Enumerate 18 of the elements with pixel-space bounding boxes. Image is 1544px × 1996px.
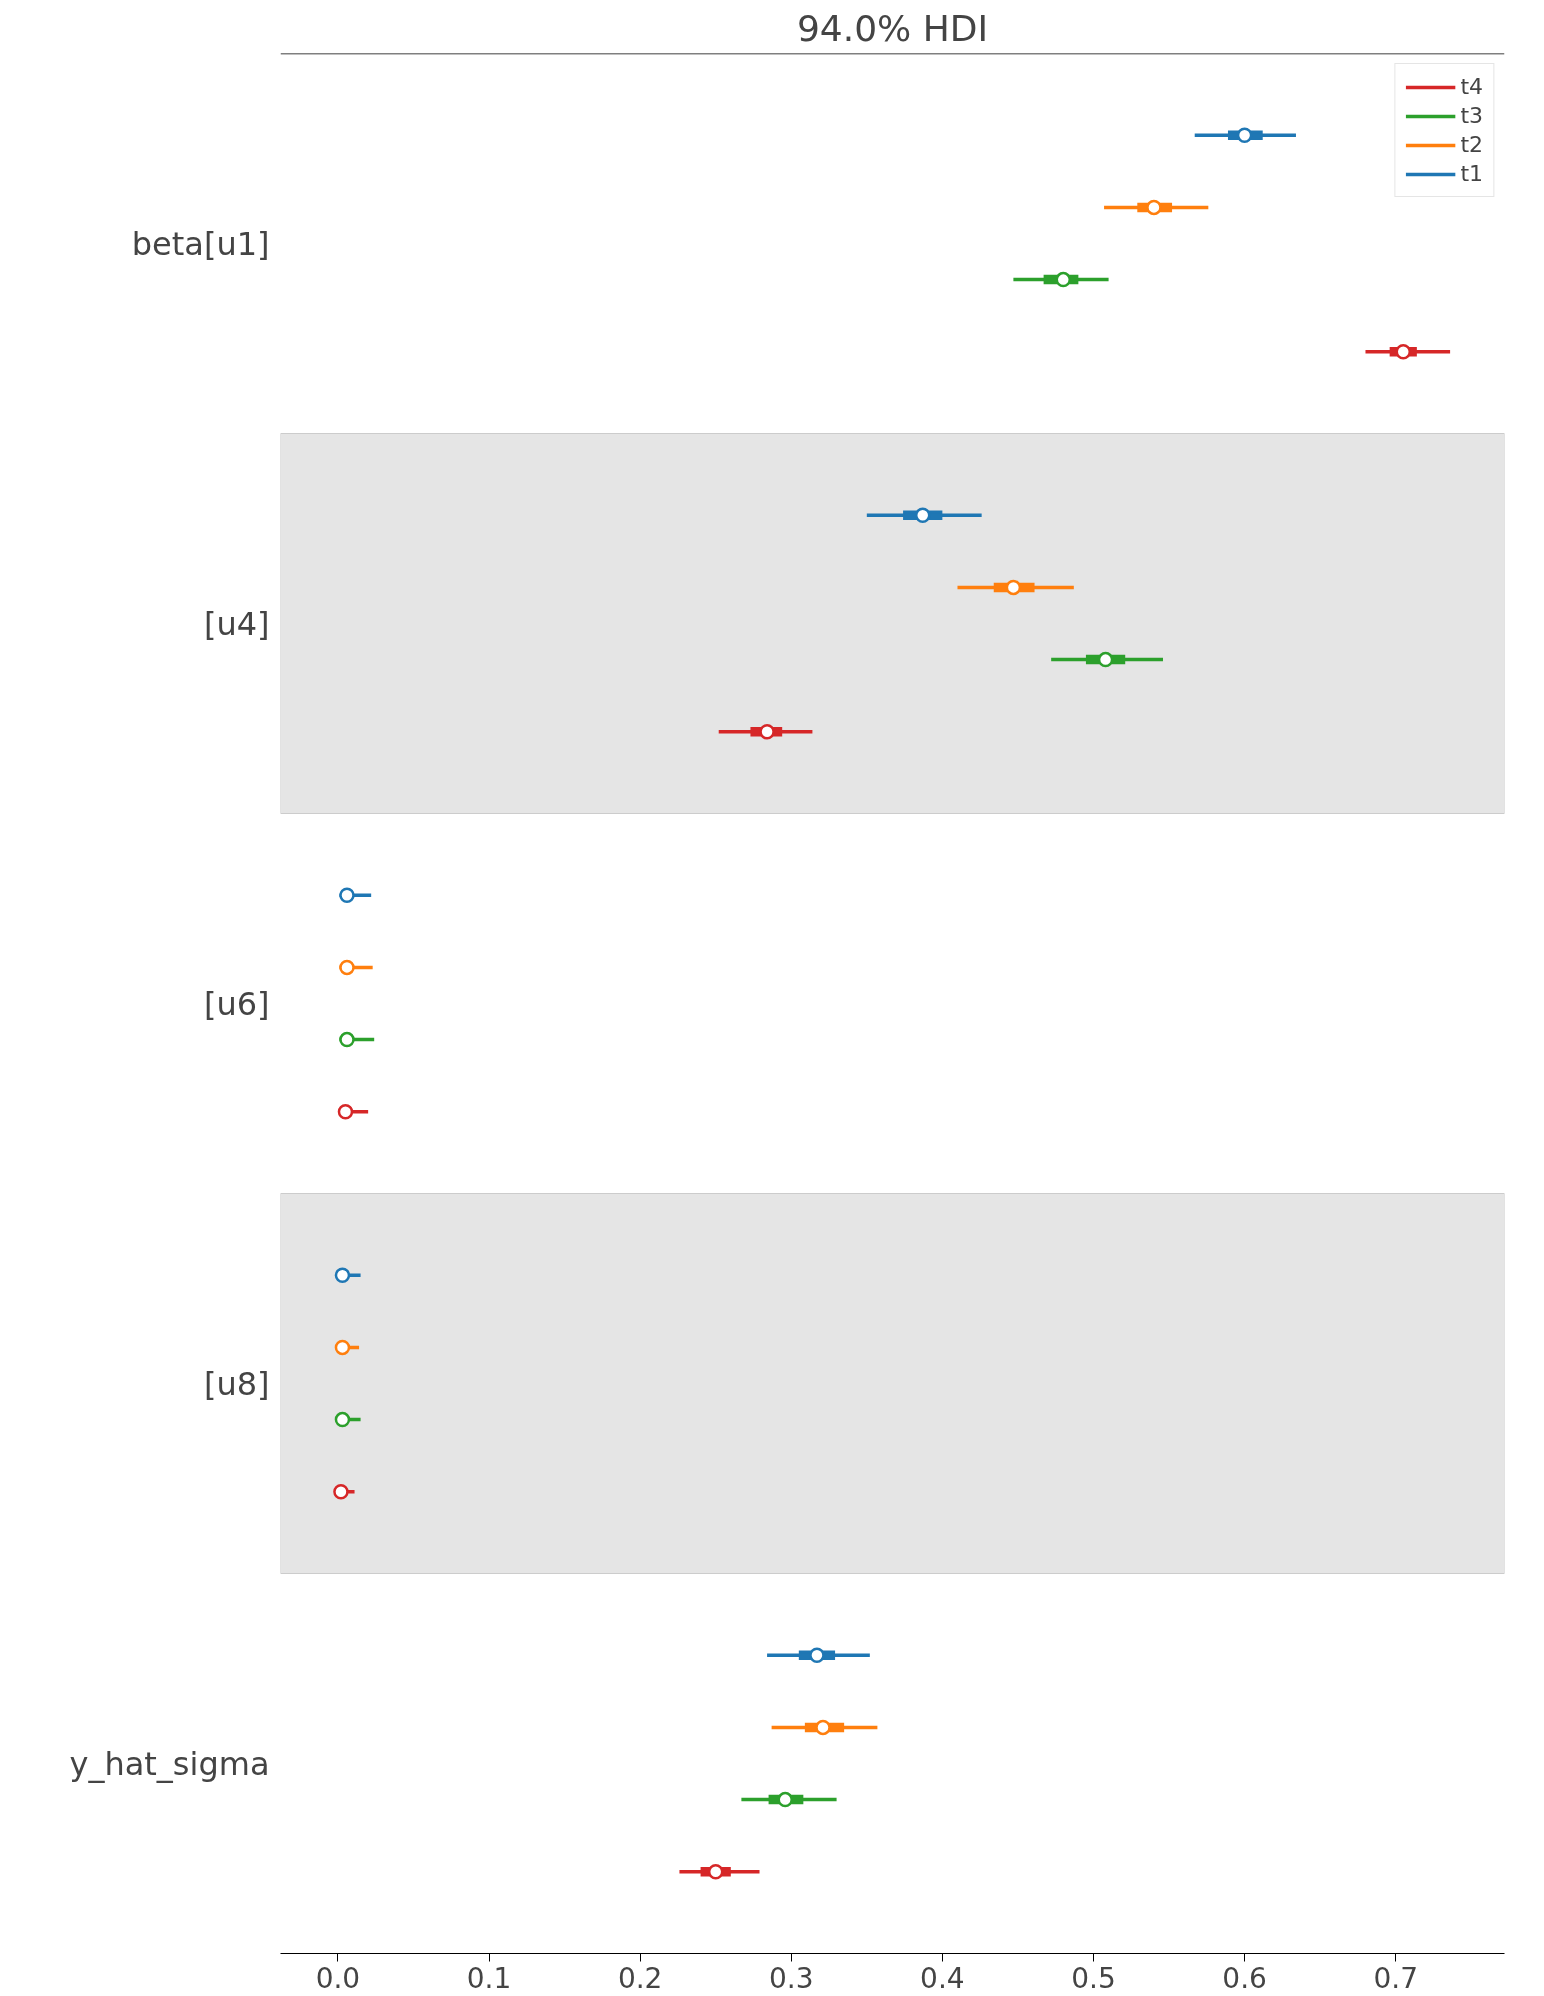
- legend-label: t2: [1460, 132, 1483, 157]
- x-tick-label: 0.5: [1071, 1961, 1116, 1995]
- y-tick-label: [u8]: [203, 1364, 270, 1403]
- y-tick-label: [u6]: [203, 984, 270, 1023]
- x-tick-label: 0.6: [1222, 1961, 1267, 1995]
- legend-label: t3: [1460, 103, 1483, 128]
- y-tick-label: y_hat_sigma: [69, 1744, 270, 1783]
- y-tick-label: beta[u1]: [131, 224, 270, 263]
- x-tick-label: 0.2: [617, 1961, 663, 1995]
- chart-title: 94.0% HDI: [796, 7, 989, 49]
- y-tick-label: [u4]: [203, 604, 270, 643]
- x-tick-label: 0.0: [315, 1961, 361, 1995]
- legend-label: t1: [1460, 161, 1483, 186]
- legend-label: t4: [1460, 74, 1483, 99]
- x-tick-label: 0.1: [466, 1961, 512, 1995]
- x-tick-label: 0.7: [1373, 1961, 1418, 1995]
- x-tick-label: 0.3: [768, 1961, 814, 1995]
- x-tick-label: 0.4: [920, 1961, 965, 1995]
